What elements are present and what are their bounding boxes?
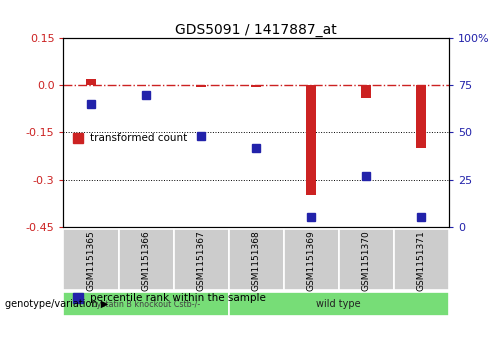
- Bar: [63, 229, 119, 290]
- Text: genotype/variation ▶: genotype/variation ▶: [5, 299, 108, 309]
- Text: GSM1151367: GSM1151367: [197, 231, 205, 291]
- Title: GDS5091 / 1417887_at: GDS5091 / 1417887_at: [175, 23, 337, 37]
- Bar: [196, 85, 206, 87]
- Bar: [251, 85, 261, 87]
- Text: GSM1151366: GSM1151366: [142, 231, 151, 291]
- Bar: [63, 292, 229, 316]
- Text: GSM1151368: GSM1151368: [252, 231, 261, 291]
- Bar: [416, 85, 427, 148]
- Bar: [339, 229, 394, 290]
- Text: GSM1151369: GSM1151369: [307, 231, 316, 291]
- Bar: [284, 229, 339, 290]
- Text: GSM1151365: GSM1151365: [86, 231, 96, 291]
- Text: wild type: wild type: [317, 299, 361, 309]
- Text: cystatin B knockout Cstb-/-: cystatin B knockout Cstb-/-: [92, 299, 200, 309]
- Text: GSM1151370: GSM1151370: [362, 231, 371, 291]
- Text: percentile rank within the sample: percentile rank within the sample: [90, 293, 266, 303]
- Bar: [306, 85, 316, 195]
- Text: transformed count: transformed count: [90, 133, 187, 143]
- Bar: [86, 79, 96, 85]
- Bar: [362, 85, 371, 98]
- Bar: [229, 292, 449, 316]
- Bar: [174, 229, 229, 290]
- Bar: [394, 229, 449, 290]
- Bar: [229, 229, 284, 290]
- Bar: [119, 229, 174, 290]
- Text: GSM1151371: GSM1151371: [417, 231, 426, 291]
